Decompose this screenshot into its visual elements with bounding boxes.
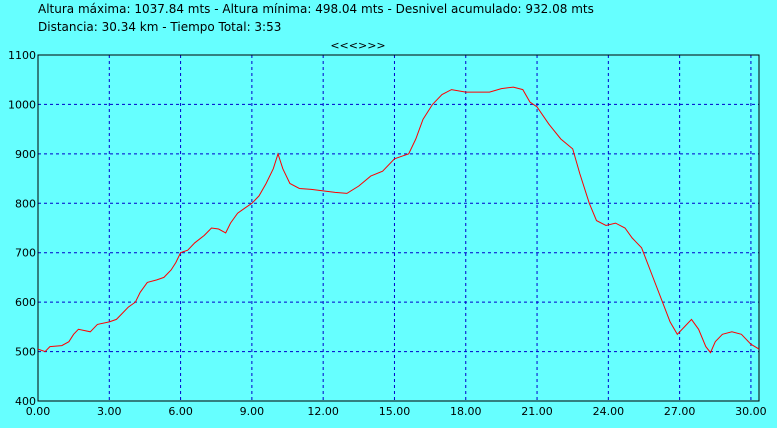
x-tick-label: 21.00 bbox=[521, 405, 553, 418]
y-tick-label: 800 bbox=[15, 197, 36, 210]
x-tick-label: 27.00 bbox=[664, 405, 696, 418]
y-tick-label: 600 bbox=[15, 296, 36, 309]
navigation[interactable]: <<<>>> bbox=[330, 39, 385, 52]
x-tick-label: 30.00 bbox=[735, 405, 767, 418]
elevation-line bbox=[37, 86, 760, 354]
x-tick-label: 6.00 bbox=[168, 405, 193, 418]
x-tick-label: 12.00 bbox=[307, 405, 339, 418]
plot-frame bbox=[37, 54, 760, 402]
y-tick-label: 1000 bbox=[8, 98, 36, 111]
x-tick-label: 24.00 bbox=[593, 405, 625, 418]
x-tick-label: 15.00 bbox=[379, 405, 411, 418]
y-tick-label: 900 bbox=[15, 148, 36, 161]
chart-subtitle: Distancia: 30.34 km - Tiempo Total: 3:53 bbox=[38, 20, 281, 34]
x-tick-label: 18.00 bbox=[450, 405, 482, 418]
chart-title: Altura máxima: 1037.84 mts - Altura míni… bbox=[38, 2, 594, 16]
y-tick-label: 400 bbox=[15, 395, 36, 408]
y-tick-label: 500 bbox=[15, 346, 36, 359]
x-tick-label: 0.00 bbox=[26, 405, 51, 418]
x-tick-label: 9.00 bbox=[240, 405, 265, 418]
y-tick-label: 700 bbox=[15, 247, 36, 260]
y-tick-label: 1100 bbox=[8, 49, 36, 62]
x-tick-label: 3.00 bbox=[97, 405, 122, 418]
